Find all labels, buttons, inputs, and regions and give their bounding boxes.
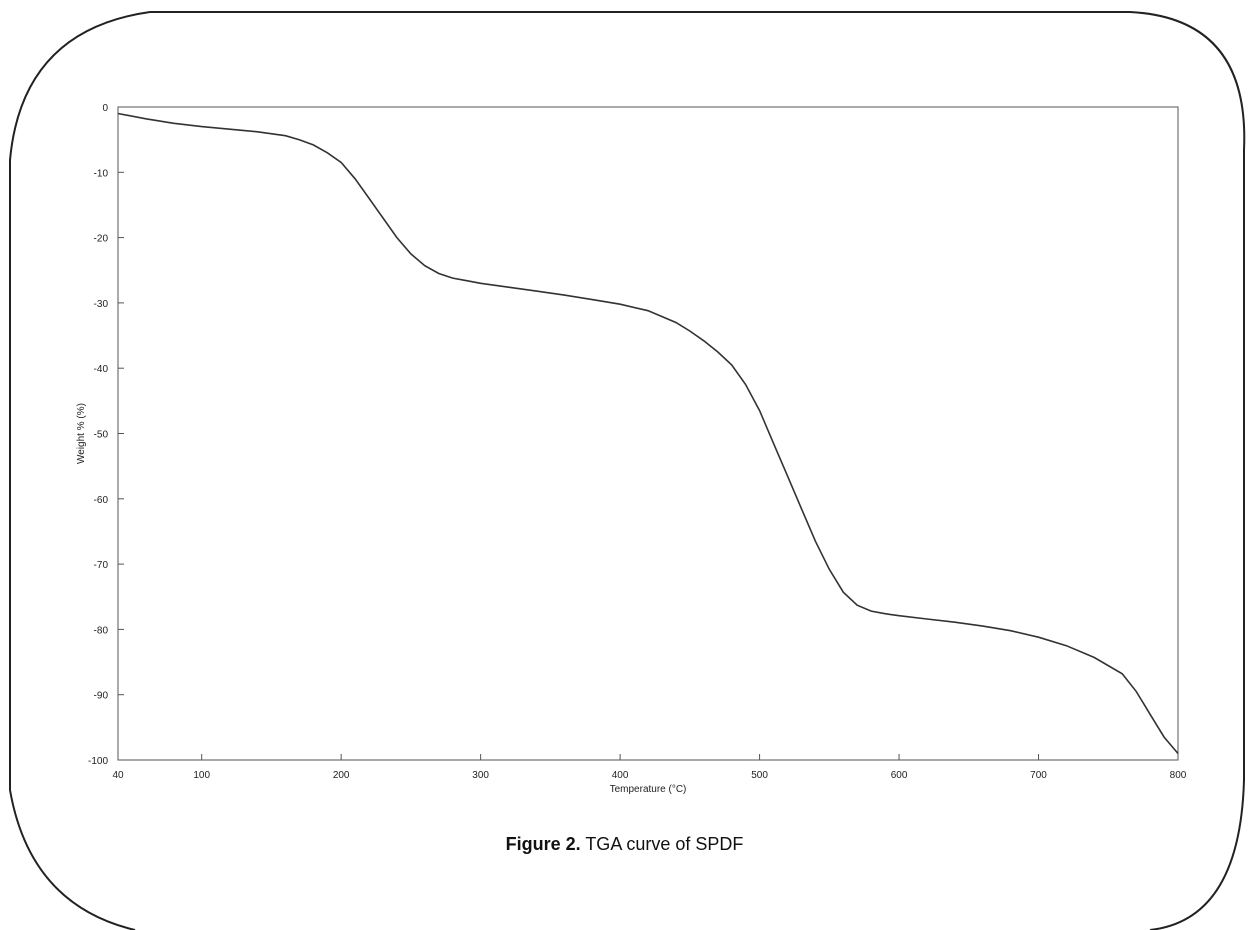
figure-caption-label: Figure 2.	[505, 834, 581, 854]
y-tick-label: -70	[94, 560, 109, 571]
y-tick-label: -30	[94, 299, 109, 310]
y-axis-title: Weight % (%)	[76, 403, 87, 464]
x-tick-label: 600	[891, 770, 908, 781]
y-tick-label: -100	[88, 756, 108, 767]
figure-caption-text: TGA curve of SPDF	[580, 834, 744, 854]
x-tick-label: 400	[612, 770, 629, 781]
y-tick-label: -80	[94, 625, 109, 636]
tga-curve-line	[117, 112, 1179, 755]
x-tick-label: 40	[112, 770, 124, 781]
x-axis-title: Temperature (°C)	[610, 784, 687, 795]
y-tick-label: -90	[94, 691, 109, 702]
figure-caption: Figure 2. TGA curve of SPDF	[0, 834, 1249, 855]
x-tick-label: 300	[472, 770, 489, 781]
y-tick-label: -10	[94, 168, 109, 179]
x-tick-label: 500	[751, 770, 768, 781]
y-tick-label: -60	[94, 495, 109, 506]
x-tick-label: 200	[333, 770, 350, 781]
y-tick-label: -20	[94, 234, 109, 245]
plot-area-border	[117, 106, 1179, 761]
x-tick-label: 100	[193, 770, 210, 781]
y-tick-label: -50	[94, 430, 109, 441]
x-tick-label: 800	[1170, 770, 1187, 781]
x-axis-ticks: 40 100 200 300 400 500 600 700 800	[112, 754, 1187, 781]
y-tick-label: 0	[102, 103, 108, 114]
y-axis-ticks: 0 -10 -20 -30 -40 -50 -60 -70 -80 -90 -100	[88, 103, 124, 767]
y-tick-label: -40	[94, 364, 109, 375]
x-tick-label: 700	[1030, 770, 1047, 781]
